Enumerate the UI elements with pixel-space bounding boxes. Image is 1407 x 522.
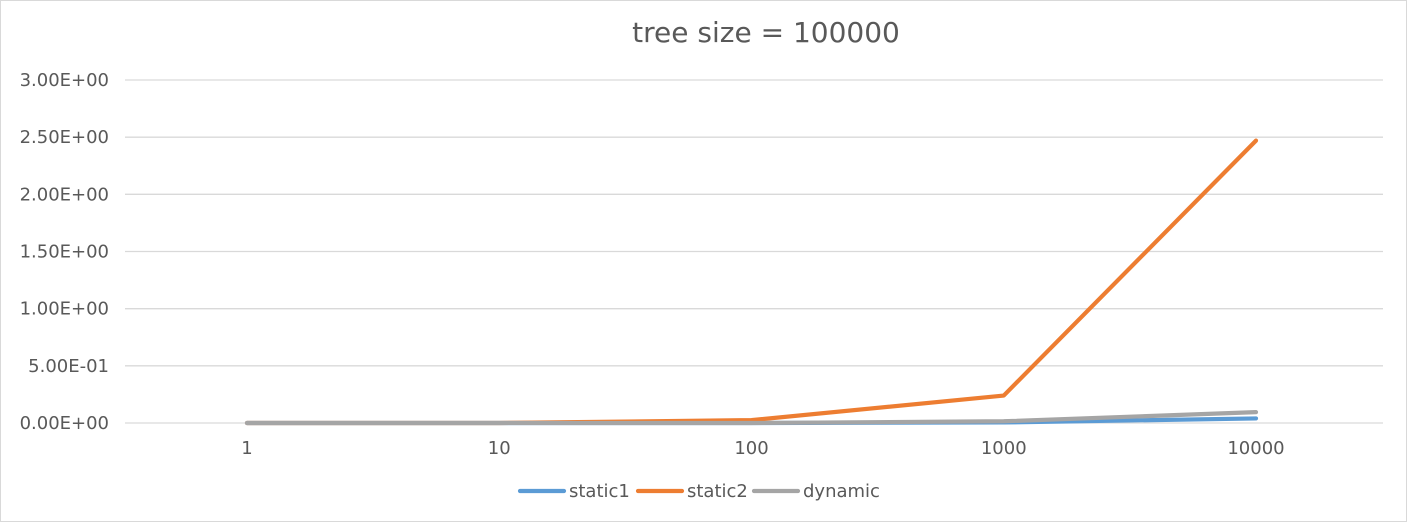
y-tick-label: 1.00E+00 — [20, 299, 109, 320]
x-tick-label: 10 — [488, 438, 511, 459]
y-tick-label: 0.00E+00 — [20, 413, 109, 434]
x-axis-tick-labels: 1 10 100 1000 10000 — [241, 438, 1284, 459]
grid-lines — [125, 79, 1383, 424]
y-tick-label: 2.50E+00 — [20, 127, 109, 148]
y-tick-label: 5.00E-01 — [28, 356, 109, 377]
legend: static1 static2 dynamic — [517, 481, 880, 502]
series-lines — [244, 138, 1259, 426]
legend-label-dynamic: dynamic — [803, 481, 880, 502]
x-tick-label: 1 — [241, 438, 252, 459]
x-tick-label: 1000 — [981, 438, 1027, 459]
legend-label-static1: static1 — [569, 481, 630, 502]
y-tick-label: 3.00E+00 — [20, 70, 109, 91]
legend-label-static2: static2 — [687, 481, 748, 502]
x-tick-label: 100 — [734, 438, 768, 459]
x-tick-label: 10000 — [1227, 438, 1284, 459]
y-tick-label: 2.00E+00 — [20, 184, 109, 205]
y-axis-tick-labels: 0.00E+00 5.00E-01 1.00E+00 1.50E+00 2.00E+00… — [20, 70, 109, 434]
chart-title: tree size = 100000 — [632, 16, 900, 49]
series-line-dynamic — [244, 410, 1259, 426]
series-line-static2 — [244, 138, 1259, 426]
y-tick-label: 1.50E+00 — [20, 242, 109, 263]
